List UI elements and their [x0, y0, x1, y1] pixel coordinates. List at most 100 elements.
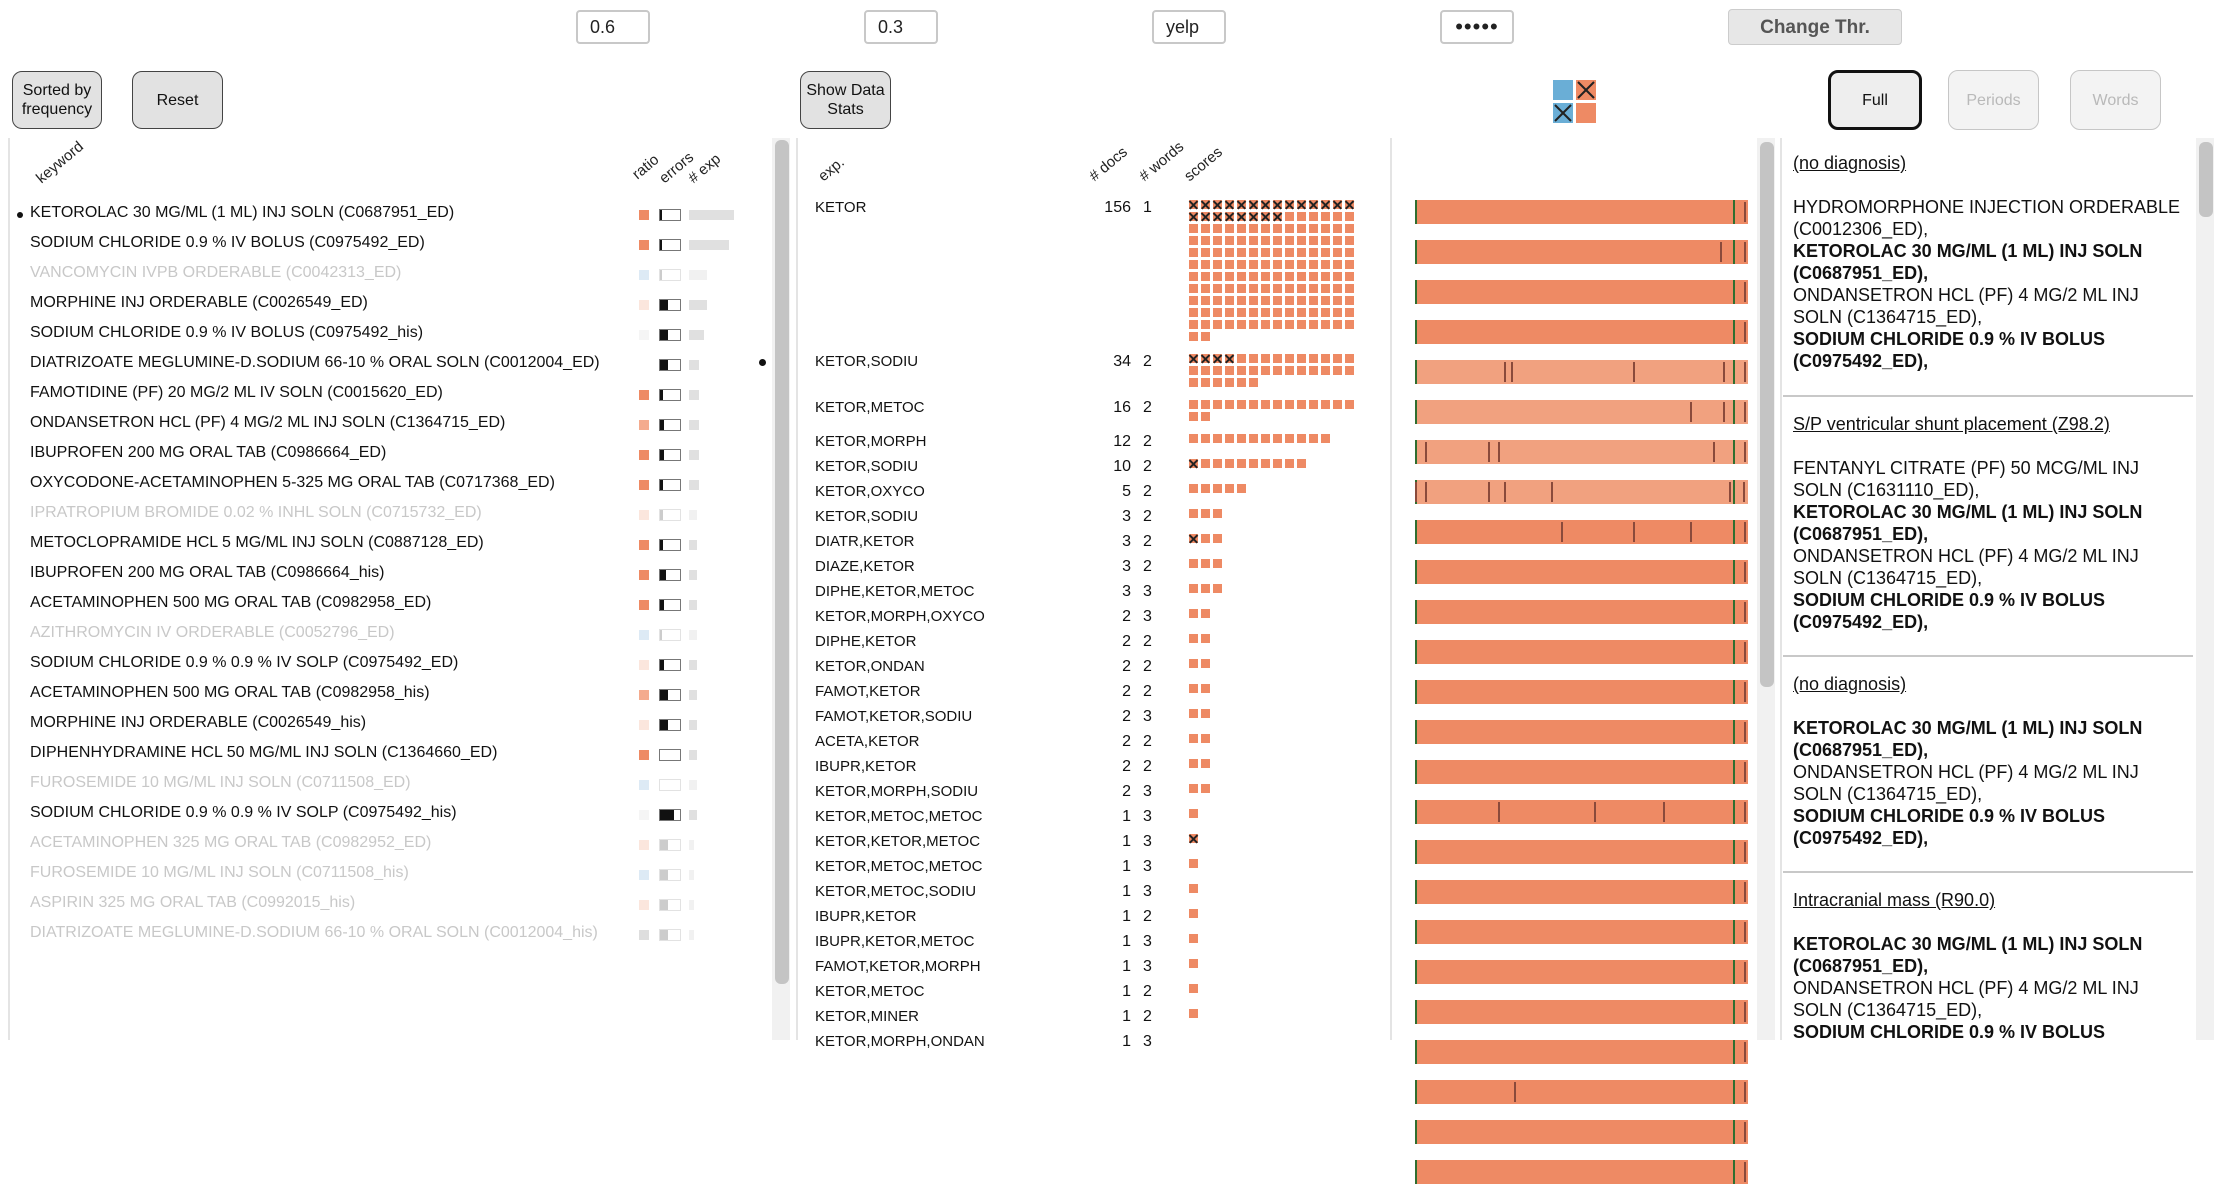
keyword-row[interactable]: KETOROLAC 30 MG/ML (1 ML) INJ SOLN (C068…: [0, 200, 760, 230]
explanation-row[interactable]: KETOR,MINER 1 2: [0, 1005, 1198, 1030]
explanation-row[interactable]: FAMOT,KETOR,SODIU 2 3: [0, 705, 1210, 730]
explanation-row[interactable]: DIAZE,KETOR 3 2: [0, 555, 1222, 580]
timeline-bar[interactable]: [1415, 680, 1748, 704]
timeline-bar[interactable]: [1415, 600, 1748, 624]
keyword-row[interactable]: FUROSEMIDE 10 MG/ML INJ SOLN (C0711508_h…: [0, 860, 760, 890]
explanation-row[interactable]: KETOR,MORPH,OXYCO 2 3: [0, 605, 1210, 630]
explanation-label[interactable]: KETOR,MORPH: [815, 433, 927, 450]
explanation-label[interactable]: KETOR,KETOR,METOC: [815, 833, 981, 850]
explanation-label[interactable]: KETOR,ONDAN: [815, 658, 925, 675]
explanation-row[interactable]: DIATR,KETOR 3 2: [0, 530, 1222, 555]
timeline-bar[interactable]: [1415, 760, 1748, 784]
timeline-bar[interactable]: [1415, 560, 1748, 584]
timeline-bar[interactable]: [1415, 880, 1748, 904]
explanation-row[interactable]: ACETA,KETOR 2 2: [0, 730, 1210, 755]
explanation-row[interactable]: KETOR,METOC,METOC 1 3: [0, 855, 1198, 880]
explanation-label[interactable]: IBUPR,KETOR: [815, 758, 917, 775]
keyword-label[interactable]: VANCOMYCIN IVPB ORDERABLE (C0042313_ED): [30, 264, 402, 281]
document-detail[interactable]: (no diagnosis) HYDROMORPHONE INJECTION OR…: [1793, 152, 2189, 372]
explanation-label[interactable]: KETOR,SODIU: [815, 458, 919, 475]
explanation-label[interactable]: FAMOT,KETOR: [815, 683, 921, 700]
keyword-row[interactable]: ONDANSETRON HCL (PF) 4 MG/2 ML INJ SOLN …: [0, 410, 760, 440]
keyword-label[interactable]: IBUPROFEN 200 MG ORAL TAB (C0986664_ED): [30, 444, 387, 461]
timeline-bar[interactable]: [1415, 240, 1748, 264]
keyword-label[interactable]: DIPHENHYDRAMINE HCL 50 MG/ML INJ SOLN (C…: [30, 744, 498, 761]
keyword-label[interactable]: FAMOTIDINE (PF) 20 MG/2 ML IV SOLN (C001…: [30, 384, 443, 401]
explanation-row[interactable]: KETOR,MORPH,ONDAN 1 3: [0, 1030, 1152, 1055]
keyword-row[interactable]: SODIUM CHLORIDE 0.9 % IV BOLUS (C0975492…: [0, 320, 760, 350]
timeline-scrollbar[interactable]: [1760, 142, 1774, 687]
legend-icon[interactable]: [1553, 80, 1599, 126]
keyword-row[interactable]: MORPHINE INJ ORDERABLE (C0026549_his): [0, 710, 760, 740]
change-threshold-button[interactable]: Change Thr.: [1728, 9, 1902, 45]
keyword-label[interactable]: IPRATROPIUM BROMIDE 0.02 % INHL SOLN (C0…: [30, 504, 482, 521]
keyword-row[interactable]: IPRATROPIUM BROMIDE 0.02 % INHL SOLN (C0…: [0, 500, 760, 530]
explanation-row[interactable]: IBUPR,KETOR,METOC 1 3: [0, 930, 1198, 955]
view-full-button[interactable]: Full: [1828, 70, 1922, 130]
keyword-row[interactable]: ASPIRIN 325 MG ORAL TAB (C0992015_his): [0, 890, 760, 920]
view-periods-button[interactable]: Periods: [1948, 70, 2039, 130]
keyword-row[interactable]: DIPHENHYDRAMINE HCL 50 MG/ML INJ SOLN (C…: [0, 740, 760, 770]
explanation-row[interactable]: FAMOT,KETOR 2 2: [0, 680, 1210, 705]
diagnosis-link[interactable]: (no diagnosis): [1793, 674, 1907, 694]
keyword-label[interactable]: ASPIRIN 325 MG ORAL TAB (C0992015_his): [30, 894, 356, 911]
diagnosis-link[interactable]: S/P ventricular shunt placement (Z98.2): [1793, 414, 2110, 434]
explanation-label[interactable]: FAMOT,KETOR,MORPH: [815, 958, 981, 975]
timeline-bar[interactable]: [1415, 280, 1748, 304]
timeline-bar[interactable]: [1415, 640, 1748, 664]
dataset-input[interactable]: [1152, 10, 1226, 44]
explanation-label[interactable]: KETOR,SODIU: [815, 508, 919, 525]
explanation-row[interactable]: KETOR 156 1: [0, 196, 1354, 341]
detail-scroll-track[interactable]: [2196, 138, 2214, 1040]
timeline-bar[interactable]: [1415, 320, 1748, 344]
explanation-label[interactable]: KETOR,METOC,METOC: [815, 858, 983, 875]
keyword-row[interactable]: FUROSEMIDE 10 MG/ML INJ SOLN (C0711508_E…: [0, 770, 760, 800]
explanation-row[interactable]: KETOR,METOC 1 2: [0, 980, 1198, 1005]
keyword-label[interactable]: METOCLOPRAMIDE HCL 5 MG/ML INJ SOLN (C08…: [30, 534, 484, 551]
document-detail[interactable]: S/P ventricular shunt placement (Z98.2) F…: [1793, 413, 2189, 633]
keyword-row[interactable]: ACETAMINOPHEN 325 MG ORAL TAB (C0982952_…: [0, 830, 760, 860]
threshold-2-input[interactable]: [864, 10, 938, 44]
keyword-label[interactable]: IBUPROFEN 200 MG ORAL TAB (C0986664_his): [30, 564, 385, 581]
explanation-label[interactable]: KETOR,METOC,METOC: [815, 808, 983, 825]
keyword-row[interactable]: METOCLOPRAMIDE HCL 5 MG/ML INJ SOLN (C08…: [0, 530, 760, 560]
explanation-label[interactable]: KETOR: [815, 199, 867, 216]
explanation-label[interactable]: KETOR,METOC: [815, 399, 925, 416]
keyword-label[interactable]: ACETAMINOPHEN 500 MG ORAL TAB (C0982958_…: [30, 594, 432, 611]
keyword-row[interactable]: IBUPROFEN 200 MG ORAL TAB (C0986664_ED): [0, 440, 760, 470]
explanation-row[interactable]: DIPHE,KETOR 2 2: [0, 630, 1210, 655]
explanation-row[interactable]: KETOR,SODIU 3 2: [0, 505, 1222, 530]
keyword-label[interactable]: SODIUM CHLORIDE 0.9 % IV BOLUS (C0975492…: [30, 324, 424, 341]
timeline-bar[interactable]: [1415, 520, 1748, 544]
password-input[interactable]: •••••: [1440, 10, 1514, 44]
explanation-label[interactable]: KETOR,MORPH,SODIU: [815, 783, 979, 800]
view-words-button[interactable]: Words: [2070, 70, 2161, 130]
timeline-bar[interactable]: [1415, 1080, 1748, 1104]
keyword-row[interactable]: IBUPROFEN 200 MG ORAL TAB (C0986664_his): [0, 560, 760, 590]
timeline-bar[interactable]: [1415, 1040, 1748, 1064]
explanation-label[interactable]: IBUPR,KETOR,METOC: [815, 933, 975, 950]
keyword-label[interactable]: MORPHINE INJ ORDERABLE (C0026549_ED): [30, 294, 368, 311]
explanation-label[interactable]: KETOR,METOC,SODIU: [815, 883, 977, 900]
sort-frequency-button[interactable]: Sorted by frequency: [12, 71, 102, 129]
keyword-row[interactable]: SODIUM CHLORIDE 0.9 % 0.9 % IV SOLP (C09…: [0, 650, 760, 680]
explanation-label[interactable]: FAMOT,KETOR,SODIU: [815, 708, 973, 725]
keyword-label[interactable]: KETOROLAC 30 MG/ML (1 ML) INJ SOLN (C068…: [30, 204, 455, 221]
timeline-bar[interactable]: [1415, 480, 1748, 504]
keyword-label[interactable]: MORPHINE INJ ORDERABLE (C0026549_his): [30, 714, 367, 731]
explanation-label[interactable]: KETOR,METOC: [815, 983, 925, 1000]
keyword-label[interactable]: DIATRIZOATE MEGLUMINE-D.SODIUM 66-10 % O…: [30, 354, 600, 371]
timeline-bar[interactable]: [1415, 800, 1748, 824]
explanation-label[interactable]: KETOR,OXYCO: [815, 483, 925, 500]
timeline-bar[interactable]: [1415, 920, 1748, 944]
explanation-row[interactable]: KETOR,OXYCO 5 2: [0, 480, 1246, 505]
explanation-row[interactable]: KETOR,SODIU 10 2: [0, 455, 1306, 480]
keyword-row[interactable]: FAMOTIDINE (PF) 20 MG/2 ML IV SOLN (C001…: [0, 380, 760, 410]
explanation-label[interactable]: DIPHE,KETOR,METOC: [815, 583, 975, 600]
explanation-row[interactable]: IBUPR,KETOR 1 2: [0, 905, 1198, 930]
timeline-bar[interactable]: [1415, 1160, 1748, 1184]
keyword-row[interactable]: SODIUM CHLORIDE 0.9 % IV BOLUS (C0975492…: [0, 230, 760, 260]
timeline-bar[interactable]: [1415, 840, 1748, 864]
keyword-label[interactable]: FUROSEMIDE 10 MG/ML INJ SOLN (C0711508_E…: [30, 774, 411, 791]
show-data-stats-button[interactable]: Show Data Stats: [800, 71, 891, 129]
